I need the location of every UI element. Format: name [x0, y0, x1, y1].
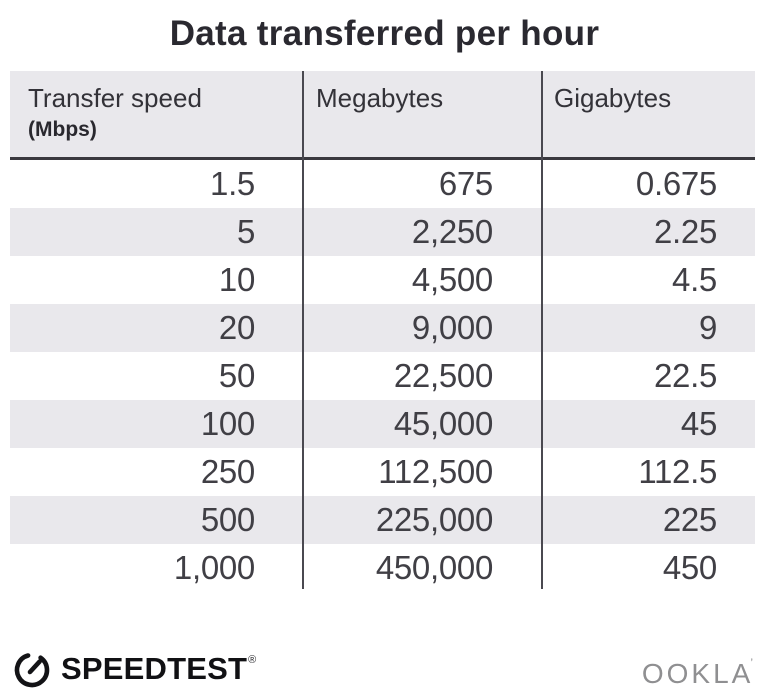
cell-gigabytes: 9 [698, 309, 717, 346]
table-row: 10 4,500 4.5 [10, 256, 755, 304]
cell-gigabytes: 2.25 [653, 213, 717, 250]
column-header-gigabytes: Gigabytes [554, 83, 672, 113]
cell-megabytes: 2,250 [411, 213, 493, 250]
ookla-trademark-icon: ’ [750, 656, 753, 670]
table-header-row: Transfer speed (Mbps) Megabytes Gigabyte… [10, 71, 755, 160]
cell-gigabytes: 22.5 [653, 357, 717, 394]
table-row: 100 45,000 45 [10, 400, 755, 448]
table-row: 1.5 675 0.675 [10, 160, 755, 208]
cell-transfer-speed: 5 [236, 213, 255, 250]
ookla-logo: OOKLA’ [641, 656, 756, 690]
column-header-megabytes: Megabytes [316, 83, 444, 113]
cell-transfer-speed: 10 [218, 261, 255, 298]
data-table: Transfer speed (Mbps) Megabytes Gigabyte… [10, 71, 755, 592]
speedtest-logo: SPEEDTEST® [12, 649, 257, 689]
cell-megabytes: 45,000 [393, 405, 493, 442]
cell-gigabytes: 450 [662, 549, 717, 586]
table-row: 1,000 450,000 450 [10, 544, 755, 592]
cell-transfer-speed: 1,000 [173, 549, 255, 586]
table-row: 500 225,000 225 [10, 496, 755, 544]
table-row: 5 2,250 2.25 [10, 208, 755, 256]
cell-transfer-speed: 50 [218, 357, 255, 394]
column-divider-2 [541, 71, 543, 589]
table-row: 50 22,500 22.5 [10, 352, 755, 400]
cell-megabytes: 225,000 [375, 501, 493, 538]
column-header-transfer-speed-label: Transfer speed [28, 83, 202, 113]
cell-gigabytes: 0.675 [635, 165, 717, 202]
cell-gigabytes: 4.5 [672, 261, 717, 298]
cell-transfer-speed: 500 [200, 501, 255, 538]
page-title: Data transferred per hour [169, 14, 600, 53]
cell-transfer-speed: 1.5 [210, 165, 255, 202]
speedtest-wordmark: SPEEDTEST® [61, 651, 257, 686]
column-divider-1 [302, 71, 304, 589]
cell-megabytes: 4,500 [411, 261, 493, 298]
ookla-wordmark: OOKLA [641, 658, 754, 689]
cell-transfer-speed: 100 [200, 405, 255, 442]
cell-megabytes: 675 [438, 165, 493, 202]
table-row: 20 9,000 9 [10, 304, 755, 352]
registered-trademark-icon: ® [248, 654, 257, 666]
speedtest-gauge-icon [12, 649, 52, 689]
cell-transfer-speed: 20 [218, 309, 255, 346]
cell-megabytes: 112,500 [378, 453, 493, 490]
cell-gigabytes: 225 [662, 501, 717, 538]
cell-gigabytes: 112.5 [638, 453, 717, 490]
column-header-transfer-speed: Transfer speed (Mbps) [10, 71, 302, 157]
cell-megabytes: 9,000 [411, 309, 493, 346]
cell-transfer-speed: 250 [200, 453, 255, 490]
cell-megabytes: 22,500 [393, 357, 493, 394]
column-header-mbps-unit: (Mbps) [28, 118, 97, 141]
cell-megabytes: 450,000 [375, 549, 493, 586]
table-body: 1.5 675 0.675 5 2,250 2.25 10 4,500 4.5 … [10, 160, 755, 592]
table-row: 250 112,500 112.5 [10, 448, 755, 496]
cell-gigabytes: 45 [680, 405, 717, 442]
